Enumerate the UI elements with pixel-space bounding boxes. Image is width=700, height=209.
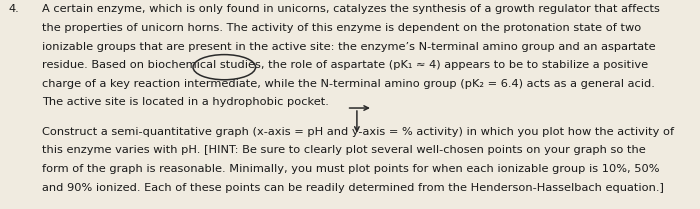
- Text: form of the graph is reasonable. Minimally, you must plot points for when each i: form of the graph is reasonable. Minimal…: [42, 164, 659, 174]
- Text: this enzyme varies with pH. [HINT: Be sure to clearly plot several well-chosen p: this enzyme varies with pH. [HINT: Be su…: [42, 145, 645, 155]
- Text: Construct a semi-quantitative graph (x-axis = pH and y-axis = % activity) in whi: Construct a semi-quantitative graph (x-a…: [42, 127, 674, 137]
- Text: A certain enzyme, which is only found in unicorns, catalyzes the synthesis of a : A certain enzyme, which is only found in…: [42, 4, 659, 14]
- Text: the properties of unicorn horns. The activity of this enzyme is dependent on the: the properties of unicorn horns. The act…: [42, 23, 641, 33]
- Text: 4.: 4.: [8, 4, 19, 14]
- Text: ionizable groups that are present in the active site: the enzyme’s N-terminal am: ionizable groups that are present in the…: [42, 42, 655, 52]
- Text: charge of a key reaction intermediate, while the N-terminal amino group (pK₂ = 6: charge of a key reaction intermediate, w…: [42, 79, 654, 89]
- Text: The active site is located in a hydrophobic pocket.: The active site is located in a hydropho…: [42, 97, 328, 107]
- Text: and 90% ionized. Each of these points can be readily determined from the Henders: and 90% ionized. Each of these points ca…: [42, 182, 664, 192]
- Text: residue. Based on biochemical studies, the role of aspartate (pK₁ ≈ 4) appears t: residue. Based on biochemical studies, t…: [42, 60, 648, 70]
